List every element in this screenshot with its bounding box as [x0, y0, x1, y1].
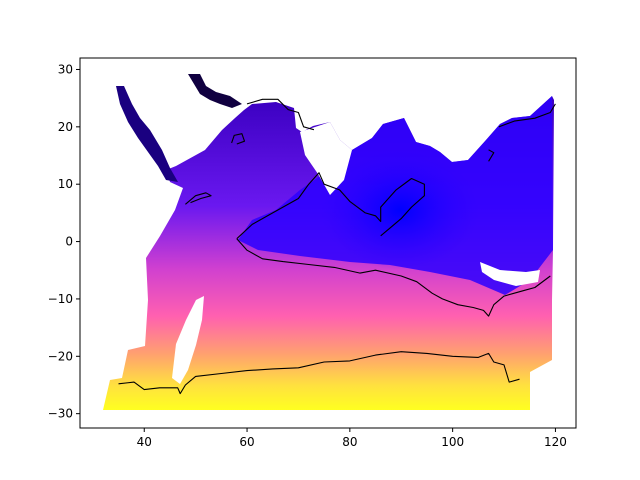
arabian-coast-contour	[231, 133, 246, 145]
x-tick-label: 80	[342, 435, 357, 449]
persian-coast-contour	[246, 98, 315, 131]
philippine-contour	[488, 149, 495, 162]
x-tick-label: 100	[441, 435, 464, 449]
bay-core	[320, 150, 480, 270]
southern-contour	[118, 351, 520, 395]
red-sea	[116, 86, 178, 182]
horn-contour	[185, 192, 212, 205]
y-tick-label: 10	[58, 177, 73, 191]
y-tick-label: 30	[58, 62, 73, 76]
y-tick-label: −30	[48, 407, 73, 421]
y-tick-label: −20	[48, 349, 73, 363]
y-tick-label: −10	[48, 292, 73, 306]
northern-bay-contour	[236, 172, 425, 240]
persian-gulf	[188, 74, 242, 108]
equatorial-contour	[236, 238, 551, 317]
axes-frame	[79, 57, 577, 429]
x-axis: 40 60 80 100 120	[137, 428, 567, 449]
x-tick-label: 40	[137, 435, 152, 449]
land-gap-madagascar	[172, 296, 204, 384]
sea-surface-field	[103, 74, 554, 410]
land-gap-southeast	[480, 262, 540, 286]
land-gap-india	[300, 122, 352, 195]
y-tick-label: 0	[65, 235, 73, 249]
y-tick-label: 20	[58, 120, 73, 134]
y-axis: −30 −20 −10 0 10 20 30	[48, 62, 80, 421]
pacific-fringe-contour	[498, 103, 556, 128]
x-tick-label: 120	[544, 435, 567, 449]
contour-layer	[118, 98, 556, 395]
x-tick-label: 60	[239, 435, 254, 449]
